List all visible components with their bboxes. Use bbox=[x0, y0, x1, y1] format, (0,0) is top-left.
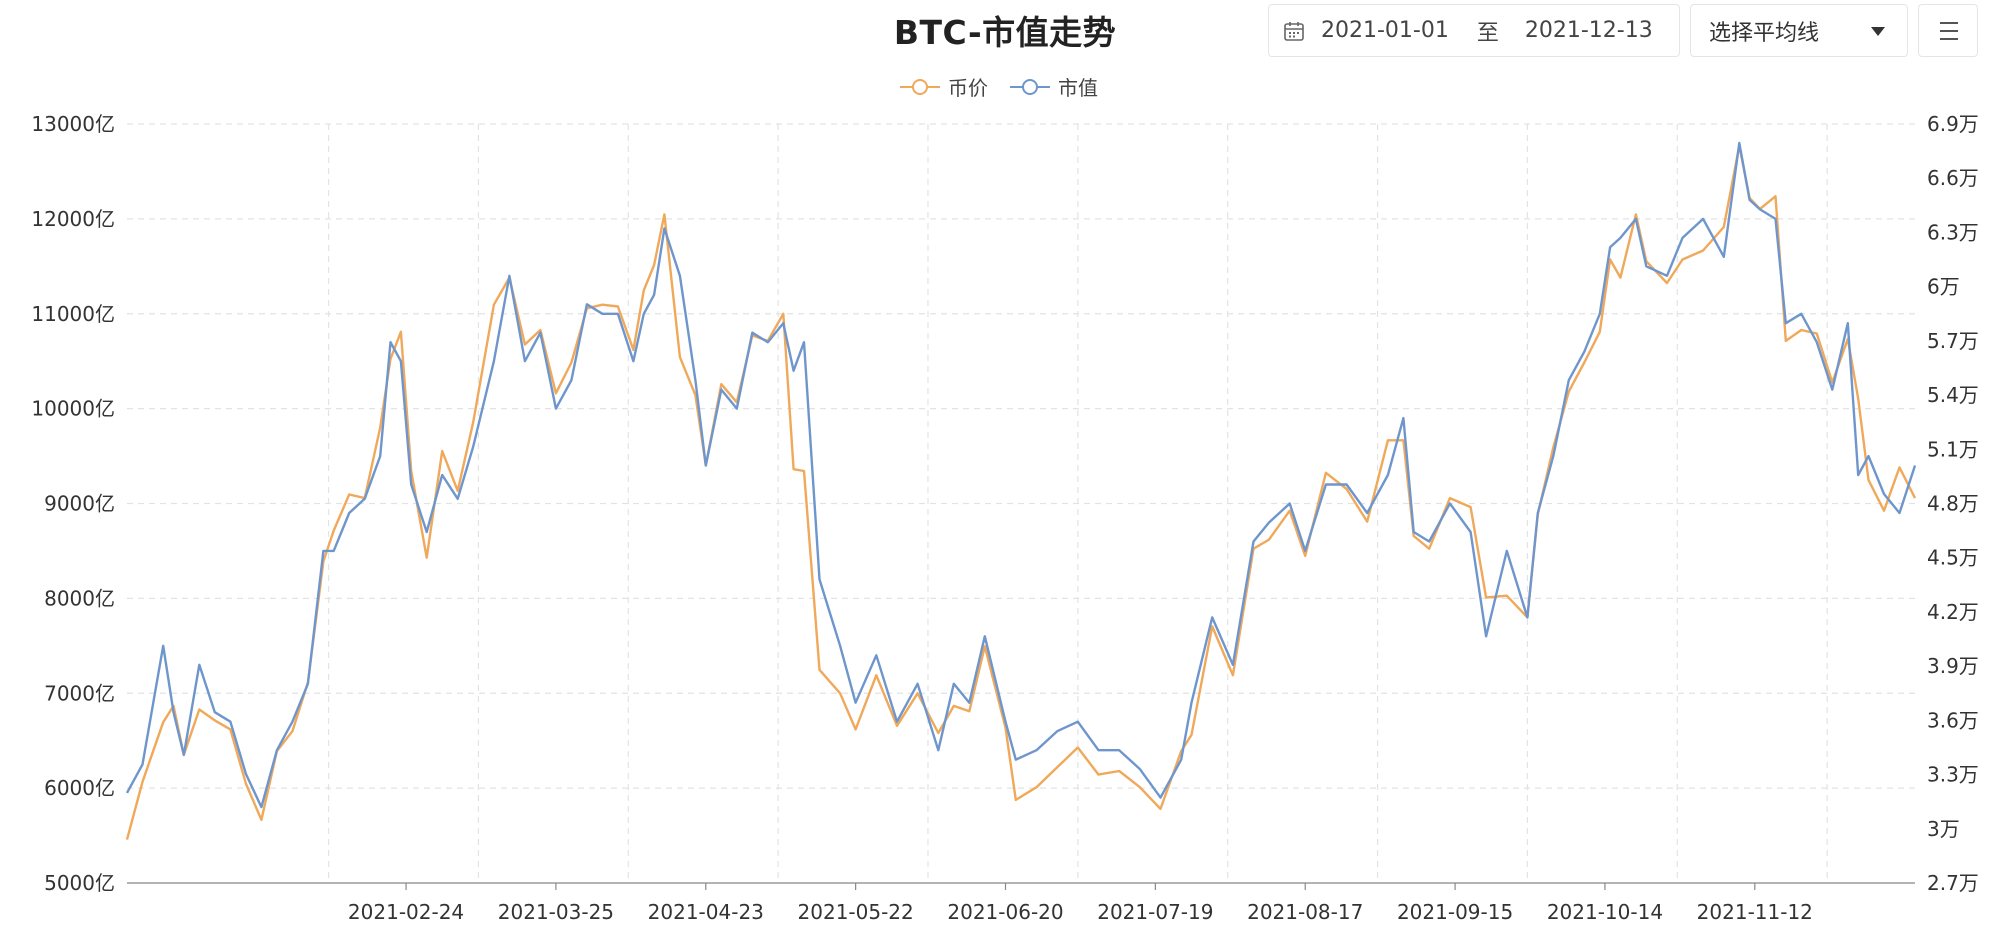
y-left-tick-label: 9000亿 bbox=[44, 492, 115, 516]
y-left-tick-label: 5000亿 bbox=[44, 871, 115, 895]
y-right-tick-label: 6.6万 bbox=[1927, 166, 1979, 190]
y-left-tick-label: 8000亿 bbox=[44, 586, 115, 610]
y-right-tick-label: 3.6万 bbox=[1927, 708, 1979, 732]
y-left-tick-label: 6000亿 bbox=[44, 776, 115, 800]
y-right-tick-label: 6.9万 bbox=[1927, 112, 1979, 136]
legend-marketcap-label: 市值 bbox=[1058, 76, 1098, 100]
y-right-tick-label: 4.5万 bbox=[1927, 546, 1979, 570]
y-left-tick-label: 10000亿 bbox=[31, 397, 115, 421]
y-right-tick-label: 3.9万 bbox=[1927, 654, 1979, 678]
x-tick-label: 2021-07-19 bbox=[1097, 900, 1213, 924]
legend-marketcap-marker bbox=[1010, 78, 1050, 95]
y-left-tick-label: 12000亿 bbox=[31, 207, 115, 231]
y-left-tick-label: 11000亿 bbox=[31, 302, 115, 326]
x-tick-label: 2021-10-14 bbox=[1547, 900, 1663, 924]
series-line-price bbox=[125, 144, 1917, 840]
y-right-tick-label: 5.1万 bbox=[1927, 437, 1979, 461]
chart-legend: 币价 市值 bbox=[900, 72, 1120, 101]
y-left-tick-label: 13000亿 bbox=[31, 112, 115, 136]
y-right-tick-label: 5.4万 bbox=[1927, 383, 1979, 407]
menu-icon bbox=[1940, 22, 1958, 24]
average-line-select[interactable]: 选择平均线 bbox=[1690, 4, 1908, 57]
y-right-tick-label: 6万 bbox=[1927, 275, 1960, 299]
date-start-input[interactable]: 2021-01-01 bbox=[1321, 18, 1449, 43]
chart-title: BTC-市值走势 bbox=[893, 13, 1117, 52]
x-tick-label: 2021-11-12 bbox=[1697, 900, 1813, 924]
y-right-tick-label: 4.8万 bbox=[1927, 492, 1979, 516]
calendar-icon bbox=[1284, 21, 1304, 41]
date-range-separator: 至 bbox=[1476, 20, 1499, 46]
series-line-marketcap bbox=[125, 141, 1917, 809]
caret-down-icon bbox=[1871, 27, 1885, 36]
y-right-tick-label: 2.7万 bbox=[1927, 871, 1979, 895]
date-end-input[interactable]: 2021-12-13 bbox=[1524, 18, 1653, 43]
y-right-tick-label: 5.7万 bbox=[1927, 329, 1979, 353]
legend-item-price[interactable]: 币价 bbox=[900, 72, 988, 101]
legend-item-marketcap[interactable]: 市值 bbox=[1010, 72, 1098, 101]
x-tick-label: 2021-03-25 bbox=[498, 900, 614, 924]
date-range-picker[interactable]: 2021-01-01 至 2021-12-13 bbox=[1268, 4, 1680, 57]
y-right-tick-label: 6.3万 bbox=[1927, 220, 1979, 244]
y-right-tick-label: 4.2万 bbox=[1927, 600, 1979, 624]
x-tick-label: 2021-05-22 bbox=[798, 900, 914, 924]
legend-price-marker bbox=[900, 78, 940, 95]
average-line-select-label: 选择平均线 bbox=[1709, 20, 1820, 46]
x-tick-label: 2021-06-20 bbox=[947, 900, 1063, 924]
x-tick-label: 2021-08-17 bbox=[1247, 900, 1363, 924]
legend-price-label: 币价 bbox=[948, 76, 988, 100]
x-tick-label: 2021-02-24 bbox=[348, 900, 464, 924]
x-tick-label: 2021-09-15 bbox=[1397, 900, 1513, 924]
y-left-tick-label: 7000亿 bbox=[44, 681, 115, 705]
menu-button[interactable] bbox=[1918, 4, 1978, 57]
y-right-tick-label: 3.3万 bbox=[1927, 763, 1979, 787]
x-tick-label: 2021-04-23 bbox=[648, 900, 764, 924]
y-right-tick-label: 3万 bbox=[1927, 817, 1960, 841]
